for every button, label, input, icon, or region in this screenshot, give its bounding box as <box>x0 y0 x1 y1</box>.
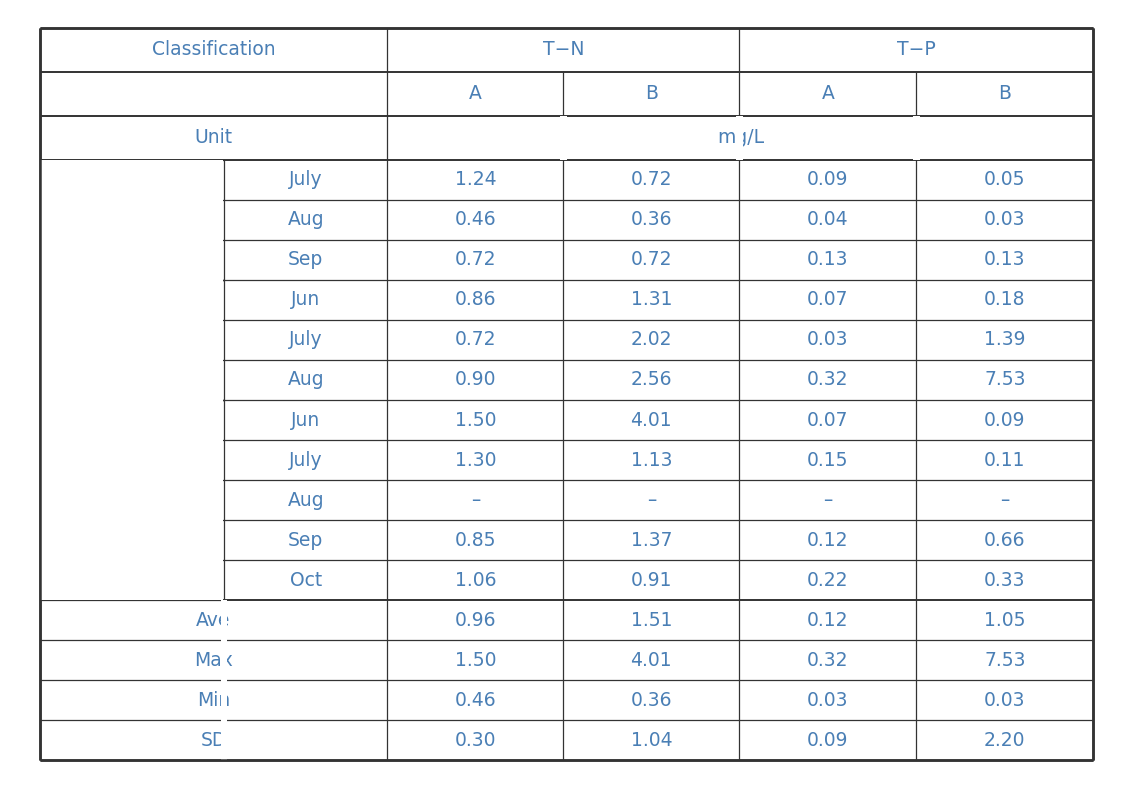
Text: 0.72: 0.72 <box>454 330 496 349</box>
Text: 0.72: 0.72 <box>454 251 496 269</box>
Bar <box>221 600 228 641</box>
Text: 7.53: 7.53 <box>985 651 1025 670</box>
Text: 0.91: 0.91 <box>631 571 672 589</box>
Text: 1.51: 1.51 <box>631 611 672 630</box>
Bar <box>560 116 566 160</box>
Text: Unit: Unit <box>195 128 232 147</box>
Text: 2.20: 2.20 <box>985 731 1025 750</box>
Bar <box>221 680 228 720</box>
Text: 0.15: 0.15 <box>807 451 849 470</box>
Text: 0.03: 0.03 <box>985 691 1025 710</box>
Text: 0.90: 0.90 <box>454 370 496 389</box>
Text: 0.72: 0.72 <box>631 170 672 189</box>
Text: 4.01: 4.01 <box>630 411 672 429</box>
Bar <box>41 160 223 280</box>
Text: 2015: 2015 <box>108 330 155 349</box>
Text: 0.04: 0.04 <box>807 210 849 229</box>
Bar <box>221 720 228 760</box>
Text: 0.13: 0.13 <box>985 251 1025 269</box>
Text: B: B <box>645 84 658 103</box>
Text: Classification: Classification <box>152 40 275 59</box>
Text: 1.50: 1.50 <box>454 411 496 429</box>
Text: 1.50: 1.50 <box>454 651 496 670</box>
Text: 0.12: 0.12 <box>807 611 849 630</box>
Text: 0.32: 0.32 <box>807 651 849 670</box>
Text: 0.07: 0.07 <box>807 411 849 429</box>
Text: 0.46: 0.46 <box>454 691 496 710</box>
Text: 2014: 2014 <box>108 210 155 229</box>
Text: 0.05: 0.05 <box>985 170 1025 189</box>
Text: Sep: Sep <box>288 530 323 550</box>
Text: 1.39: 1.39 <box>985 330 1025 349</box>
Text: 0.96: 0.96 <box>454 611 496 630</box>
Text: 0.36: 0.36 <box>631 691 672 710</box>
Bar <box>41 280 223 400</box>
Text: A: A <box>821 84 834 103</box>
Text: mg/L: mg/L <box>717 128 764 147</box>
Text: 0.18: 0.18 <box>985 291 1025 310</box>
Text: 0.03: 0.03 <box>807 330 849 349</box>
Text: T−N: T−N <box>543 40 585 59</box>
Text: Jun: Jun <box>291 291 321 310</box>
Text: 1.30: 1.30 <box>454 451 496 470</box>
Bar <box>736 116 743 160</box>
Text: July: July <box>289 451 323 470</box>
Text: 1.04: 1.04 <box>630 731 672 750</box>
Text: 2016: 2016 <box>108 491 155 510</box>
Text: 0.46: 0.46 <box>454 210 496 229</box>
Text: 1.31: 1.31 <box>631 291 672 310</box>
Text: B: B <box>998 84 1012 103</box>
Text: 0.09: 0.09 <box>807 170 849 189</box>
Bar <box>41 400 223 600</box>
Text: 7.53: 7.53 <box>985 370 1025 389</box>
Text: 0.09: 0.09 <box>985 411 1025 429</box>
Text: 0.07: 0.07 <box>807 291 849 310</box>
Text: 1.05: 1.05 <box>985 611 1025 630</box>
Text: 1.06: 1.06 <box>454 571 496 589</box>
Text: 0.03: 0.03 <box>807 691 849 710</box>
Text: 0.09: 0.09 <box>807 731 849 750</box>
Text: 0.13: 0.13 <box>807 251 849 269</box>
Text: Oct: Oct <box>290 571 322 589</box>
Text: –: – <box>470 491 480 510</box>
Text: 0.12: 0.12 <box>807 530 849 550</box>
Text: Ave: Ave <box>196 611 231 630</box>
Text: 0.66: 0.66 <box>985 530 1025 550</box>
Text: 1.13: 1.13 <box>631 451 672 470</box>
Text: Jun: Jun <box>291 411 321 429</box>
Text: 0.32: 0.32 <box>807 370 849 389</box>
Text: –: – <box>647 491 656 510</box>
Text: SD: SD <box>201 731 227 750</box>
Bar <box>913 116 920 160</box>
Text: –: – <box>1000 491 1010 510</box>
Text: 0.22: 0.22 <box>807 571 849 589</box>
Text: 1.37: 1.37 <box>631 530 672 550</box>
Text: 0.03: 0.03 <box>985 210 1025 229</box>
Text: Sep: Sep <box>288 251 323 269</box>
Text: July: July <box>289 330 323 349</box>
Text: 1.24: 1.24 <box>454 170 496 189</box>
Text: Min: Min <box>197 691 230 710</box>
Text: 0.33: 0.33 <box>985 571 1025 589</box>
Bar <box>221 641 228 680</box>
Text: T−P: T−P <box>897 40 936 59</box>
Text: A: A <box>469 84 482 103</box>
Text: Max: Max <box>194 651 233 670</box>
Text: 2.56: 2.56 <box>631 370 672 389</box>
Text: Aug: Aug <box>288 370 324 389</box>
Text: 0.72: 0.72 <box>631 251 672 269</box>
Text: 2.02: 2.02 <box>631 330 672 349</box>
Text: 0.86: 0.86 <box>454 291 496 310</box>
Text: –: – <box>824 491 833 510</box>
Text: 0.36: 0.36 <box>631 210 672 229</box>
Text: July: July <box>289 170 323 189</box>
Text: Aug: Aug <box>288 210 324 229</box>
Text: 0.85: 0.85 <box>454 530 496 550</box>
Text: 0.11: 0.11 <box>985 451 1025 470</box>
Text: 4.01: 4.01 <box>630 651 672 670</box>
Text: Aug: Aug <box>288 491 324 510</box>
Text: 0.30: 0.30 <box>454 731 496 750</box>
